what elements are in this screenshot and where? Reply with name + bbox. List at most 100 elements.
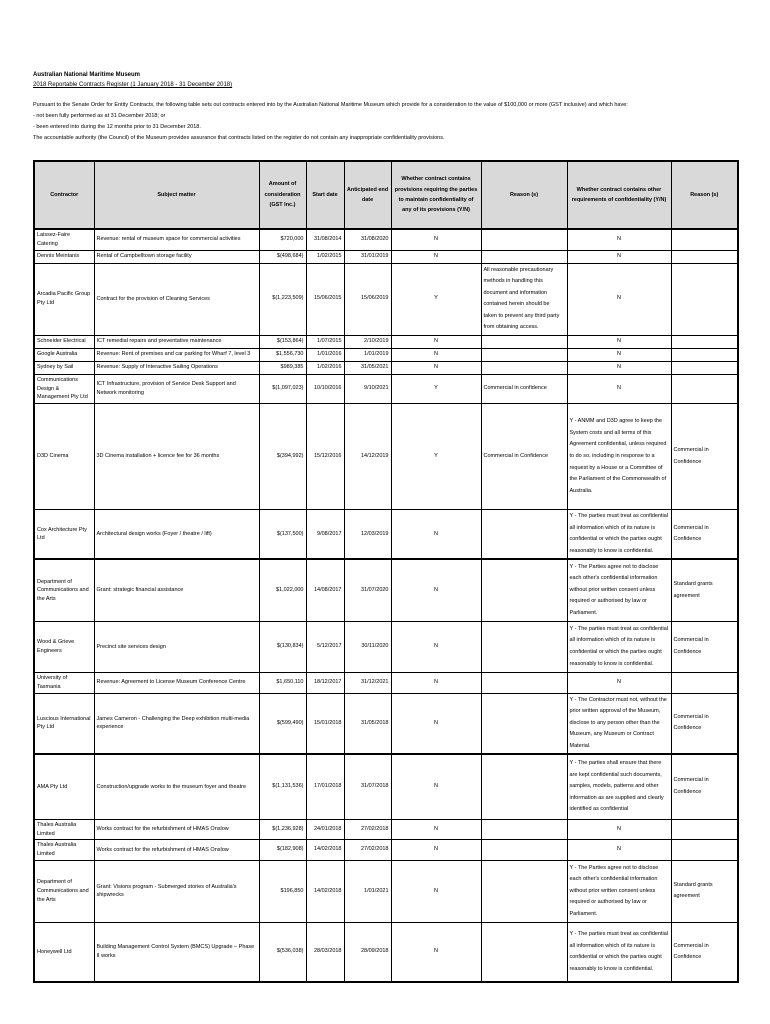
cell-end_date: 31/12/2021 (343, 671, 392, 694)
cell-confidentiality_provisions: N (390, 249, 482, 264)
cell-other_requirements: N (566, 228, 672, 251)
cell-amount: $720,000 (258, 228, 307, 251)
cell-subject: Revenue: Rent of premises and car parkin… (93, 347, 260, 362)
cell-amount: $196,850 (258, 859, 307, 923)
table-row: Cox Architecture Pty Ltd Architectural de… (33, 509, 739, 560)
table-row: D3D Cinema 3D Cinema installation + licen… (33, 403, 739, 511)
cell-reason_1 (480, 360, 568, 375)
cell-other_requirements: Y - The parties must treat as confidenti… (566, 509, 672, 560)
cell-amount: $(1,223,509) (258, 262, 307, 336)
cell-start_date: 10/10/2016 (305, 373, 345, 405)
cell-confidentiality_provisions: N (390, 753, 482, 820)
table-row: AMA Pty Ltd Construction/upgrade works to… (33, 753, 739, 820)
cell-other_requirements: N (566, 360, 672, 375)
cell-amount: $1,650,110 (258, 671, 307, 694)
cell-confidentiality_provisions: N (390, 228, 482, 251)
cell-start_date: 14/02/2018 (305, 839, 345, 861)
cell-reason_1 (480, 859, 568, 923)
table-row: Wood & Grieve Engineers Precinct site ser… (33, 620, 739, 673)
cell-contractor: Department of Communications and the Art… (33, 558, 95, 622)
cell-contractor: Google Australia (33, 347, 95, 362)
cell-subject: Grant: strategic financial assistance (93, 558, 260, 622)
cell-subject: Precinct site services design (93, 620, 260, 673)
cell-confidentiality_provisions: N (390, 839, 482, 861)
cell-start_date: 24/01/2018 (305, 818, 345, 841)
intro-line: - been entered into during the 12 months… (33, 124, 201, 130)
cell-contractor: Department of Communications and the Art… (33, 859, 95, 923)
intro-paragraph: Pursuant to the Senate Order for Entity … (33, 100, 737, 144)
cell-reason_2 (670, 839, 739, 861)
cell-end_date: 15/06/2019 (343, 262, 392, 336)
cell-reason_1 (480, 558, 568, 622)
table-row: Sydney by Sail Revenue: Supply of Interac… (33, 360, 739, 375)
cell-other_requirements: N (566, 373, 672, 405)
cell-subject: Construction/upgrade works to the museum… (93, 753, 260, 820)
cell-start_date: 14/02/2018 (305, 859, 345, 923)
cell-end_date: 1/01/2021 (343, 859, 392, 923)
cell-subject: ICT Infrastructure, provision of Service… (93, 373, 260, 405)
cell-other_requirements: Y - The Contractor must not, without the… (566, 692, 672, 755)
cell-contractor: Arcadia Pacific Group Pty Ltd (33, 262, 95, 336)
cell-amount: $(394,992) (258, 403, 307, 511)
table-row: Luscious International Pty Ltd James Came… (33, 692, 739, 755)
cell-other_requirements: N (566, 818, 672, 841)
cell-reason_2 (670, 671, 739, 694)
column-header: Whether contract contains provisions req… (390, 160, 482, 230)
table-row: Communications Design & Management Pty L… (33, 373, 739, 405)
cell-subject: Architectural design works (Foyer / thea… (93, 509, 260, 560)
document-subtitle: 2018 Reportable Contracts Register (1 Ja… (33, 82, 233, 88)
cell-confidentiality_provisions: N (390, 692, 482, 755)
cell-contractor: Dennis Meintanis (33, 249, 95, 264)
cell-start_date: 17/01/2018 (305, 753, 345, 820)
table-row: Dennis Meintanis Rental of Campbelltown s… (33, 249, 739, 264)
document: Australian National Maritime Museum 2018… (33, 70, 739, 984)
column-header: Subject matter (93, 160, 260, 230)
cell-subject: Revenue: rental of museum space for comm… (93, 228, 260, 251)
cell-reason_2 (670, 347, 739, 362)
cell-amount: $1,022,000 (258, 558, 307, 622)
column-header: Whether contract contains other requirem… (566, 160, 672, 230)
cell-confidentiality_provisions: N (390, 334, 482, 349)
cell-confidentiality_provisions: Y (390, 262, 482, 336)
table-row: Thales Australia Limited Works contract f… (33, 818, 739, 841)
cell-reason_1 (480, 692, 568, 755)
cell-subject: Works contract for the refurbishment of … (93, 818, 260, 841)
cell-other_requirements: N (566, 334, 672, 349)
cell-end_date: 27/02/2018 (343, 839, 392, 861)
cell-reason_2 (670, 334, 739, 349)
cell-reason_1 (480, 334, 568, 349)
cell-subject: James Cameron - Challenging the Deep exh… (93, 692, 260, 755)
cell-subject: Works contract for the refurbishment of … (93, 839, 260, 861)
cell-reason_1 (480, 818, 568, 841)
cell-reason_2 (670, 360, 739, 375)
table-row: Department of Communications and the Art… (33, 558, 739, 622)
cell-reason_1 (480, 753, 568, 820)
cell-end_date: 28/09/2018 (343, 921, 392, 983)
cell-other_requirements: Y - The parties must treat as confidenti… (566, 620, 672, 673)
cell-start_date: 9/08/2017 (305, 509, 345, 560)
cell-amount: $(599,490) (258, 692, 307, 755)
cell-end_date: 2/10/2019 (343, 334, 392, 349)
cell-contractor: Wood & Grieve Engineers (33, 620, 95, 673)
contracts-table: Contractor Subject matter Amount of consid… (33, 160, 739, 984)
cell-reason_1: All reasonable precautionary methods in … (480, 262, 568, 336)
cell-reason_1 (480, 671, 568, 694)
cell-other_requirements: Y - ANMM and D3D agree to keep the Syste… (566, 403, 672, 511)
cell-reason_2 (670, 818, 739, 841)
cell-amount: $(498,684) (258, 249, 307, 264)
cell-amount: $989,385 (258, 360, 307, 375)
cell-reason_2 (670, 228, 739, 251)
cell-amount: $(1,236,928) (258, 818, 307, 841)
cell-reason_2 (670, 262, 739, 336)
table-row: Schneider Electrical ICT remedial repairs… (33, 334, 739, 349)
cell-contractor: Honeywell Ltd (33, 921, 95, 983)
cell-other_requirements: N (566, 249, 672, 264)
table-row: Honeywell Ltd Building Management Control… (33, 921, 739, 983)
cell-start_date: 28/03/2018 (305, 921, 345, 983)
table-row: Thales Australia Limited Works contract f… (33, 839, 739, 861)
cell-confidentiality_provisions: N (390, 859, 482, 923)
cell-reason_2: Commercial in Confidence (670, 692, 739, 755)
cell-end_date: 9/10/2021 (343, 373, 392, 405)
cell-contractor: Schneider Electrical (33, 334, 95, 349)
cell-reason_1: Commercial in Confidence (480, 403, 568, 511)
